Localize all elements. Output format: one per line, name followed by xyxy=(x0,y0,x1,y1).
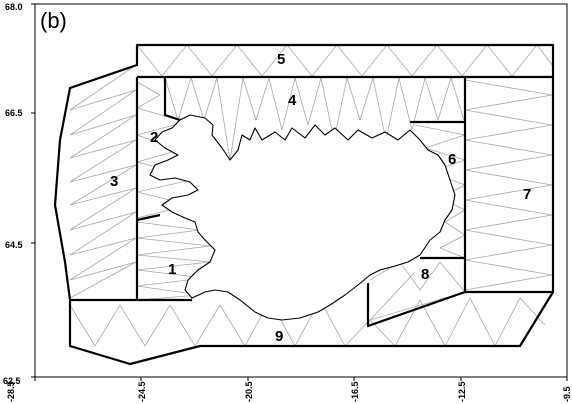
x-tick-label: -16.5 xyxy=(350,381,360,402)
x-tick-label: -20.5 xyxy=(244,381,254,402)
region-label: 7 xyxy=(523,186,531,203)
region-label: 2 xyxy=(150,129,158,146)
region-label: 8 xyxy=(421,266,429,283)
iceland-coastline xyxy=(149,114,456,321)
region-label: 3 xyxy=(110,173,118,190)
region-label: 1 xyxy=(168,261,176,278)
x-tick-label: -9.5 xyxy=(562,386,572,402)
survey-block-outlines xyxy=(53,43,555,366)
x-tick-label: -28.5 xyxy=(6,381,16,402)
y-tick-label: 62.5 xyxy=(3,376,21,386)
tick-marks xyxy=(31,3,568,381)
x-tick-label: -12.5 xyxy=(457,381,467,402)
region-label: 9 xyxy=(275,328,283,345)
region-label: 6 xyxy=(448,151,456,168)
region-label: 5 xyxy=(277,51,285,68)
y-tick-label: 68.0 xyxy=(5,2,23,12)
y-tick-label: 66.5 xyxy=(5,108,23,118)
panel-label: (b) xyxy=(40,8,67,33)
y-tick-label: 64.5 xyxy=(5,240,23,250)
region-label: 4 xyxy=(288,92,297,109)
x-tick-label: -24.5 xyxy=(137,381,147,402)
